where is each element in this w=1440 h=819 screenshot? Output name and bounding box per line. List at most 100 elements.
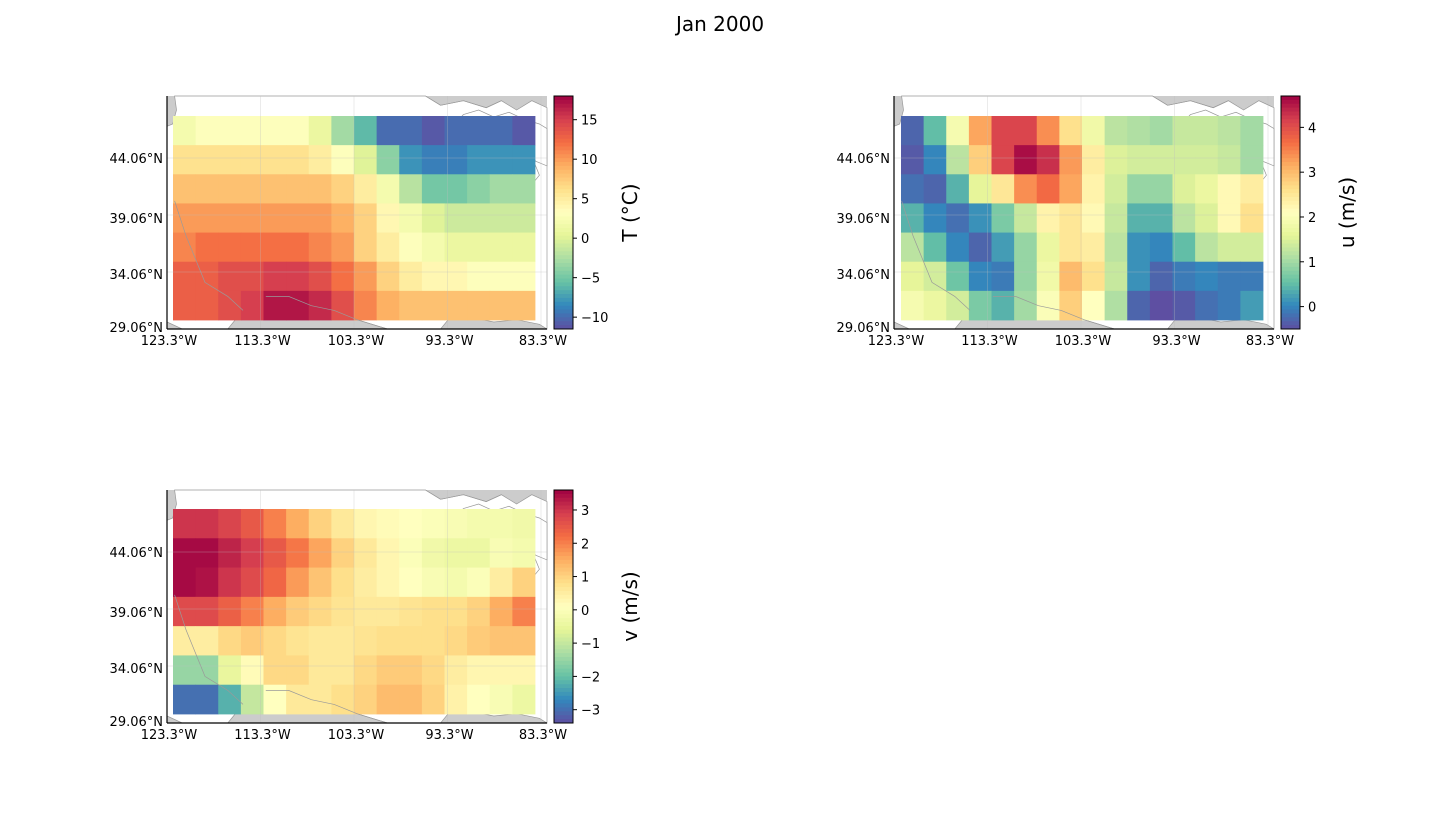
heatmap-cell — [467, 232, 491, 263]
heatmap-cell — [489, 261, 513, 292]
heatmap-cell — [173, 567, 197, 598]
heatmap-cell — [444, 116, 468, 146]
heatmap-cell — [263, 655, 287, 686]
heatmap-cell — [901, 145, 925, 175]
colorbar-segment — [1281, 259, 1300, 264]
coastline-line — [174, 594, 244, 705]
colorbar-segment — [1281, 134, 1300, 140]
heatmap-cell — [263, 290, 287, 321]
colorbar-segment — [554, 552, 573, 557]
heatmap-cell — [240, 116, 264, 146]
colorbar-segment — [554, 517, 573, 522]
colorbar-segment — [1281, 103, 1300, 109]
heatmap-cell — [489, 203, 513, 233]
heatmap-cell — [1149, 145, 1173, 175]
heatmap-cell — [1036, 261, 1060, 292]
colorbar-segment — [554, 524, 573, 530]
heatmap-cell — [286, 174, 310, 204]
heatmap-cell — [195, 626, 219, 656]
colorbar-segment — [554, 297, 573, 303]
heatmap-cell — [399, 596, 423, 627]
heatmap-cell — [467, 684, 491, 715]
colorbar-segment — [554, 181, 573, 186]
heatmap-cell — [195, 567, 219, 598]
border-line — [425, 489, 502, 502]
colorbar-segment — [554, 633, 573, 639]
heatmap-cell — [467, 538, 491, 568]
heatmap-cell — [263, 145, 287, 175]
heatmap-cell — [286, 232, 310, 263]
x-tick-label: 123.3°W — [141, 728, 198, 743]
colorbar-segment — [554, 111, 573, 116]
heatmap-cell — [512, 626, 536, 656]
border-line — [1152, 95, 1229, 109]
colorbar-segment — [554, 212, 573, 217]
heatmap-cell — [901, 232, 925, 263]
heatmap-cell — [399, 538, 423, 568]
heatmap-cell — [467, 567, 491, 598]
colorbar-segment — [1281, 262, 1300, 268]
colorbar-segment — [554, 649, 573, 654]
colorbar-segment — [554, 220, 573, 225]
heatmap-cell — [376, 261, 400, 292]
heatmap-cell — [240, 145, 264, 175]
heatmap-cell — [308, 538, 332, 568]
x-tick-label: 93.3°W — [425, 728, 473, 743]
heatmap-cell — [308, 509, 332, 539]
heatmap-cell — [263, 567, 287, 598]
y-tick-label: 39.06°N — [110, 212, 163, 227]
x-tick-label: 93.3°W — [425, 334, 473, 349]
heatmap-cell — [444, 684, 468, 715]
heatmap-cell — [1014, 145, 1038, 175]
y-tick-label: 29.06°N — [110, 321, 163, 336]
heatmap-cell — [1014, 261, 1038, 292]
heatmap-cell — [1082, 203, 1106, 233]
heatmap-cell — [901, 174, 925, 204]
colorbar-segment — [1281, 290, 1300, 295]
heatmap-cell — [421, 203, 445, 233]
heatmap-cell — [512, 232, 536, 263]
colorbar-segment — [554, 684, 573, 689]
heatmap-cell — [376, 203, 400, 233]
colorbar-segment — [554, 317, 573, 322]
heatmap-cell — [286, 290, 310, 321]
colorbar-segment — [554, 228, 573, 233]
x-tick-label: 93.3°W — [1152, 334, 1200, 349]
colorbar-segment — [554, 610, 573, 615]
heatmap-cell — [1217, 232, 1241, 263]
heatmap-cell — [1059, 203, 1083, 233]
colorbar-segment — [554, 719, 573, 724]
colorbar-segment — [1281, 99, 1300, 105]
colorbar-segment — [1281, 204, 1300, 210]
colorbar-segment — [1281, 220, 1300, 225]
heatmap-cell — [399, 684, 423, 715]
heatmap-cell — [946, 116, 970, 146]
heatmap-cell — [173, 290, 197, 321]
colorbar-segment — [554, 594, 573, 600]
colorbar-tick-label: 3 — [581, 504, 589, 519]
colorbar-segment — [554, 173, 573, 179]
heatmap-cell — [1104, 203, 1128, 233]
heatmap-cell — [444, 174, 468, 204]
y-tick-label: 44.06°N — [837, 152, 890, 167]
colorbar-segment — [554, 119, 573, 124]
heatmap-cell — [421, 145, 445, 175]
colorbar-segment — [554, 676, 573, 681]
heatmap-cell — [1014, 232, 1038, 263]
heatmap-cell — [173, 684, 197, 715]
heatmap-cell — [263, 116, 287, 146]
x-tick-label: 83.3°W — [519, 728, 567, 743]
colorbar-segment — [1281, 313, 1300, 318]
heatmap-cell — [354, 203, 378, 233]
colorbar-segment — [554, 567, 573, 573]
heatmap-cell — [399, 655, 423, 686]
heatmap-cell — [489, 509, 513, 539]
heatmap-cell — [1082, 261, 1106, 292]
colorbar-segment — [1281, 146, 1300, 151]
heatmap-cell — [512, 290, 536, 321]
heatmap-cell — [218, 116, 242, 146]
heatmap-cell — [991, 261, 1015, 292]
colorbar-segment — [1281, 107, 1300, 113]
heatmap-cell — [195, 684, 219, 715]
heatmap-cell — [331, 684, 355, 715]
